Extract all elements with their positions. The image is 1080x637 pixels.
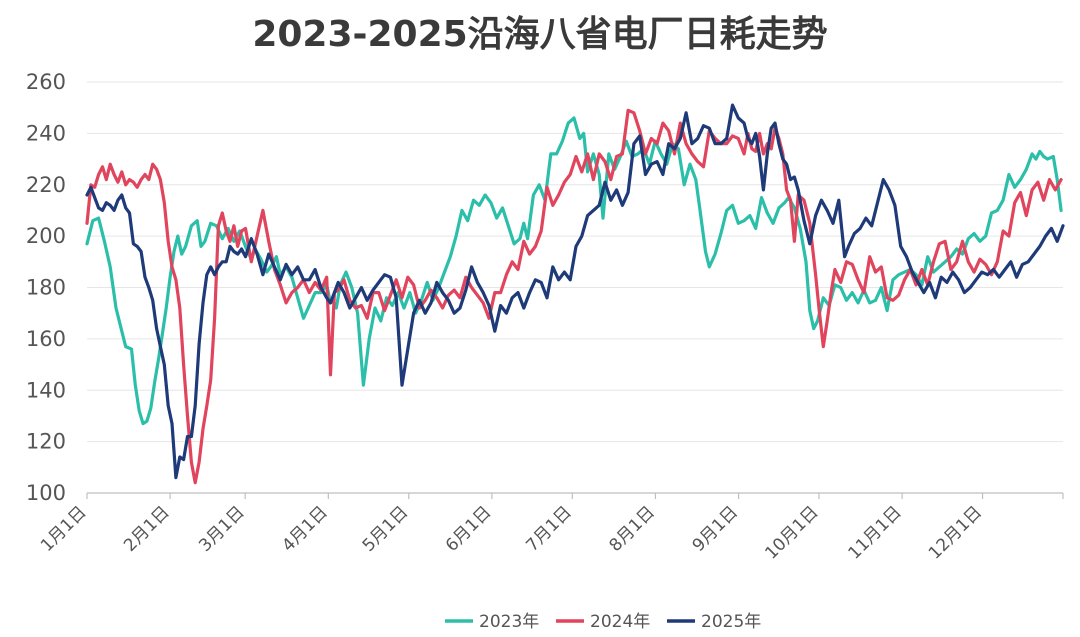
legend: 2023年 2024年 2025年 [445, 612, 761, 632]
legend-label: 2025年 [701, 612, 761, 632]
series-line-2025年 [85, 103, 1065, 480]
series-line-2024年 [85, 108, 1063, 485]
y-tick-label: 180 [26, 276, 66, 300]
series-line-2023年 [85, 116, 1063, 426]
grid-lines [87, 81, 1063, 494]
x-tick-label: 6月1日 [442, 502, 495, 555]
y-tick-label: 240 [26, 121, 66, 145]
y-tick-label: 260 [26, 70, 66, 94]
x-tick-label: 11月1日 [845, 502, 906, 563]
y-tick-labels: 100 120 140 160 180 200 220 240 260 [26, 70, 66, 505]
x-tick-label: 7月1日 [522, 502, 575, 555]
x-axis: 1月1日 2月1日 3月1日 4月1日 5月1日 6月1日 7月1日 8月1日 9月1日 10月1… [37, 492, 1064, 564]
x-tick-label: 3月1日 [195, 502, 248, 555]
x-tick-label: 2月1日 [120, 502, 173, 555]
y-tick-label: 220 [26, 173, 66, 197]
series-lines [85, 103, 1065, 485]
y-tick-label: 200 [26, 224, 66, 248]
x-tick-label: 5月1日 [359, 502, 412, 555]
x-tick-label: 1月1日 [37, 502, 90, 555]
x-tick-label: 4月1日 [278, 502, 331, 555]
y-tick-label: 160 [26, 327, 66, 351]
y-tick-label: 100 [26, 481, 66, 505]
x-tick-label: 12月1日 [925, 502, 986, 563]
x-tick-label: 8月1日 [605, 502, 658, 555]
x-tick-label: 9月1日 [689, 502, 742, 555]
legend-label: 2024年 [590, 612, 650, 632]
x-tick-label: 10月1日 [761, 502, 822, 563]
y-tick-label: 120 [26, 430, 66, 454]
y-tick-label: 140 [26, 378, 66, 402]
legend-label: 2023年 [479, 612, 539, 632]
chart-title: 2023-2025沿海八省电厂日耗走势 [252, 14, 827, 55]
